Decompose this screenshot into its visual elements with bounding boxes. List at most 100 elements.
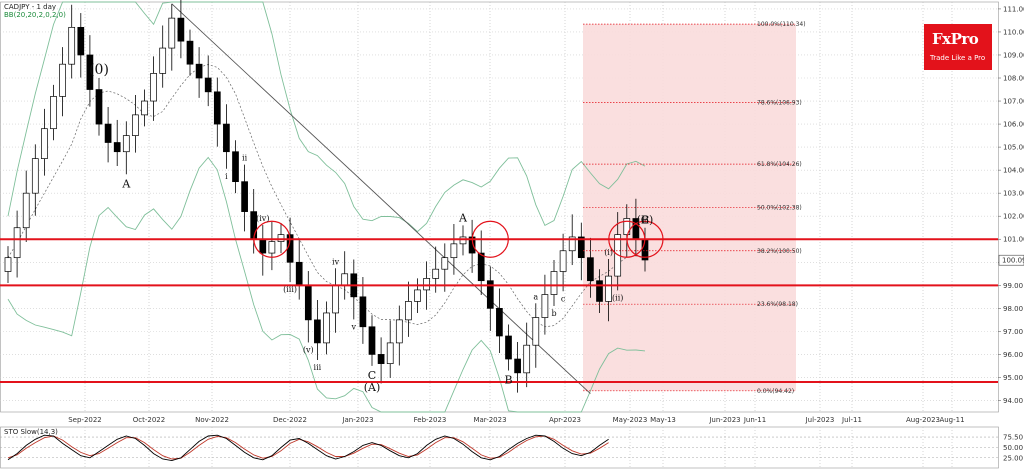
x-tick-label: Jun-11 (743, 416, 766, 424)
wave-label: ii (242, 154, 248, 163)
wave-label: C (368, 369, 376, 382)
wave-label: iv (332, 257, 340, 266)
candle-body (4, 257, 12, 272)
y-tick-label: 103.00 (1003, 190, 1024, 198)
y-tick-label: 101.00 (1003, 236, 1024, 244)
y-tick-label: 104.00 (1003, 167, 1024, 175)
wave-label: a (533, 292, 538, 301)
candle-body (577, 236, 585, 259)
candle-body (405, 301, 412, 321)
wave-label: C (641, 214, 649, 227)
x-tick-label: Nov-2022 (195, 416, 229, 424)
y-tick-label: 99.00 (1003, 282, 1023, 290)
candle-body (259, 238, 267, 254)
candle-body (486, 280, 494, 309)
candle-body (41, 128, 48, 159)
current-price-box (998, 254, 1024, 266)
candle-body (277, 234, 285, 242)
candle-body (50, 96, 57, 130)
candle-body (423, 278, 430, 291)
candle-body (104, 123, 112, 143)
stochastic-d-line (7, 435, 609, 460)
candle-body (304, 284, 312, 321)
candle-body (113, 142, 121, 153)
candle-body (441, 257, 449, 270)
wave-label: (B) (637, 214, 654, 227)
wave-label: B (168, 0, 176, 3)
y-tick-label: 109.00 (1003, 51, 1024, 59)
candle-body (232, 151, 239, 183)
candle-body (432, 268, 440, 279)
candle-body (596, 280, 603, 302)
candle-body (314, 319, 321, 344)
candle-body (95, 89, 103, 125)
candle-body (177, 17, 185, 42)
wave-labels: (0)ABC(A)AB(B)C(iv)(iii)(v)(i)(ii)iiiiii… (89, 0, 653, 394)
trendline (171, 3, 591, 394)
candle-body (150, 73, 157, 102)
candle-body (268, 241, 276, 254)
fibonacci-level-label: 50.0%(102.38) (757, 204, 802, 211)
x-tick-label: Aug-2023 (906, 416, 940, 424)
wave-label: (ii) (612, 293, 623, 302)
candle-body (587, 257, 594, 282)
highlight-circles (253, 220, 664, 258)
stochastic-tick-label: 25.00 (1003, 454, 1023, 462)
x-tick-label: Jan-2023 (341, 416, 373, 424)
candle-body (477, 252, 485, 282)
candle-body (414, 289, 421, 302)
candle-body (514, 358, 521, 374)
candle-body (341, 273, 349, 286)
price-axis: 111.00 110.00 109.00 108.00 107.00 106.00 105.… (998, 5, 1024, 405)
wave-label: iii (641, 217, 649, 226)
candle-body (77, 26, 85, 56)
candle-body (541, 294, 549, 318)
candle-body (22, 192, 30, 229)
y-tick-label: 96.00 (1003, 351, 1023, 359)
wave-label: (A) (364, 381, 381, 394)
candle-body (223, 123, 230, 153)
y-tick-label: 108.00 (1003, 75, 1024, 83)
y-tick-label: 95.00 (1003, 374, 1023, 382)
candle-body (395, 319, 403, 344)
wave-label: i (225, 172, 228, 181)
y-tick-label: 111.00 (1003, 5, 1024, 13)
bollinger-middle (7, 64, 646, 328)
stochastic-tick-label: 75.50 (1003, 434, 1023, 442)
current-price-label: 100.09 (1002, 257, 1024, 265)
candle-body (459, 236, 467, 245)
wave-label: (v) (303, 345, 314, 354)
resistance-highlight-circle (626, 220, 664, 258)
candle-body (450, 243, 458, 259)
y-tick-label: 107.00 (1003, 98, 1024, 106)
y-tick-label: 110.00 (1003, 28, 1024, 36)
y-tick-label: 106.00 (1003, 121, 1024, 129)
candle-body (359, 296, 367, 328)
candle-body (386, 342, 394, 364)
x-tick-label: Dec-2022 (273, 416, 307, 424)
wave-label: A (458, 211, 468, 224)
x-tick-label: Aug-11 (939, 416, 964, 424)
candle-body (31, 158, 39, 194)
time-axis: Sep-2022 Oct-2022 Nov-2022 Dec-2022 Jan-2023… (68, 416, 964, 424)
wave-label: v (351, 322, 357, 331)
logo-tagline: Trade Like a Pro (930, 54, 986, 62)
fibonacci-level-label: 61.8%(104.26) (757, 161, 802, 168)
x-tick-label: May-2023 (613, 416, 648, 424)
candle-body (332, 284, 339, 314)
logo-name: FxPro (932, 30, 979, 48)
wave-label: B (504, 374, 512, 387)
candle-body (550, 271, 558, 295)
fibonacci-labels: 100.0%(110.34) 78.6%(106.93) 61.8%(104.26)… (583, 21, 806, 395)
wave-label: (i) (604, 248, 613, 257)
wave-label: (iii) (283, 285, 297, 294)
x-tick-label: May-13 (650, 416, 676, 424)
fxpro-logo: FxPro Trade Like a Pro (924, 24, 992, 70)
candle-body (195, 63, 203, 79)
wave-label: A (121, 177, 131, 190)
wave-label: iii (314, 363, 322, 372)
candle-body (568, 236, 576, 252)
candle-body (323, 312, 330, 344)
candle-body (368, 326, 376, 355)
y-tick-label: 105.00 (1003, 144, 1024, 152)
